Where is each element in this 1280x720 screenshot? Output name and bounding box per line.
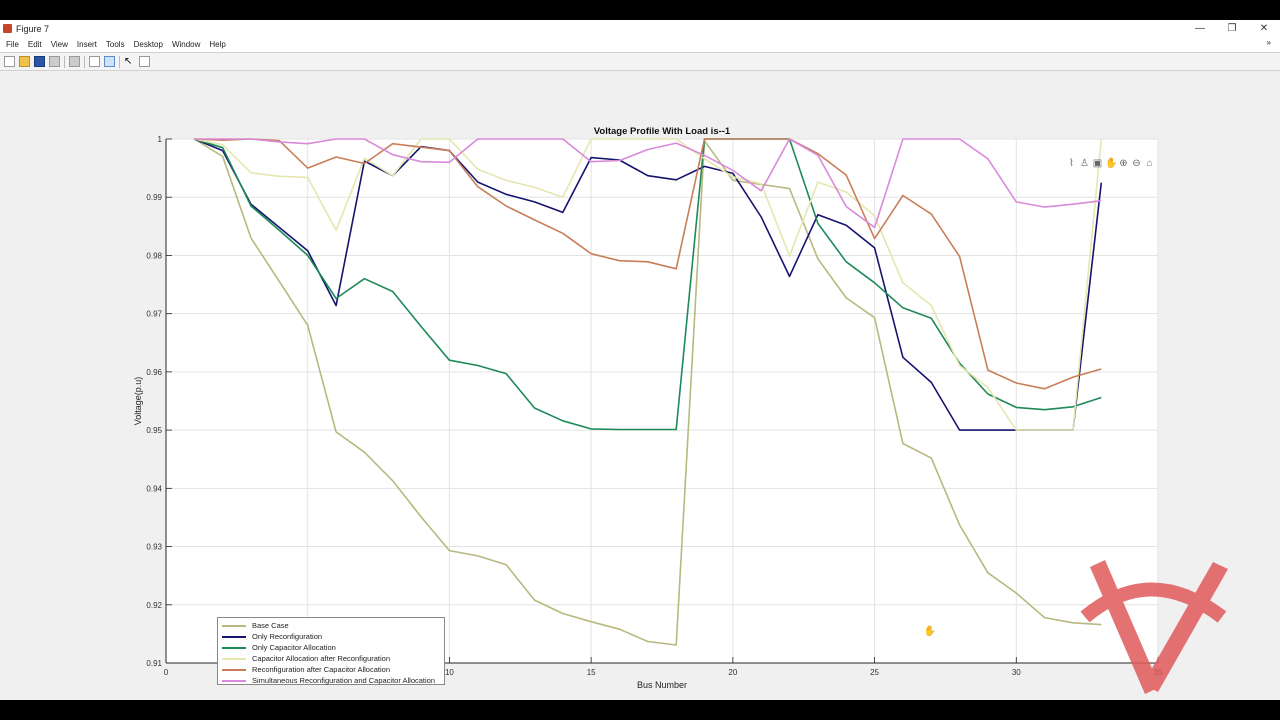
home-icon[interactable]: ⌂ [1146, 158, 1153, 169]
title-bar: Figure 7 — ❐ ✕ [0, 20, 1280, 37]
pan-icon[interactable]: ✋ [1105, 158, 1118, 169]
x-axis-label: Bus Number [637, 680, 687, 690]
figure-toolbar: ↖ [0, 53, 1280, 71]
y-tick-label: 0.93 [146, 543, 162, 552]
matlab-figure-icon [3, 24, 12, 33]
close-button[interactable]: ✕ [1259, 23, 1269, 34]
legend-item[interactable]: Only Capacitor Allocation [218, 642, 444, 653]
legend-label: Capacitor Allocation after Reconfigurati… [252, 654, 390, 663]
legend-swatch [222, 635, 246, 638]
series-line [194, 138, 1102, 390]
figure-window: Figure 7 — ❐ ✕ File Edit View Insert Too… [0, 20, 1280, 700]
legend-swatch [222, 646, 246, 649]
series-line [194, 138, 1103, 431]
menu-insert[interactable]: Insert [76, 40, 97, 49]
window-controls: — ❐ ✕ [1184, 20, 1280, 37]
maximize-button[interactable]: ❐ [1227, 23, 1237, 34]
edit-plot-arrow-icon[interactable]: ↖ [124, 56, 133, 67]
show-plot-tools-icon[interactable] [104, 56, 115, 67]
series-line [194, 138, 1102, 229]
print-icon[interactable] [49, 56, 60, 67]
menu-expand-icon[interactable]: » [1266, 38, 1271, 47]
minimize-button[interactable]: — [1195, 23, 1205, 34]
series-line [193, 138, 1103, 431]
watermark-shape [1080, 582, 1227, 623]
window-title: Figure 7 [16, 23, 50, 34]
zoom-out-icon[interactable]: ⊖ [1132, 158, 1141, 169]
y-tick-label: 0.95 [146, 426, 162, 435]
legend-item[interactable]: Only Reconfiguration [218, 631, 444, 642]
open-file-icon[interactable] [19, 56, 30, 67]
y-tick-label: 0.92 [146, 601, 162, 610]
legend-label: Only Reconfiguration [252, 632, 323, 641]
legend-label: Simultaneous Reconfiguration and Capacit… [252, 676, 436, 685]
legend-item[interactable]: Simultaneous Reconfiguration and Capacit… [218, 675, 444, 686]
y-tick-label: 0.94 [146, 484, 162, 493]
voltage-profile-chart: 051015202530350.910.920.930.940.950.960.… [133, 126, 1228, 694]
x-tick-label: 0 [164, 668, 169, 677]
menu-bar: File Edit View Insert Tools Desktop Wind… [0, 37, 1280, 53]
toolbar-separator [84, 55, 85, 68]
menu-file[interactable]: File [6, 40, 19, 49]
legend-label: Base Case [252, 621, 289, 630]
legend-item[interactable]: Base Case [218, 620, 444, 631]
y-tick-label: 0.91 [146, 659, 162, 668]
menu-view[interactable]: View [50, 40, 68, 49]
series-line [193, 138, 1102, 646]
chart-title: Voltage Profile With Load is--1 [594, 126, 731, 137]
x-tick-label: 10 [445, 668, 454, 677]
hide-plot-tools-icon[interactable] [89, 56, 100, 67]
y-tick-label: 0.97 [146, 310, 162, 319]
x-tick-label: 15 [587, 668, 596, 677]
axes-toolbar: ⌇ ♙ ▣ ✋ ⊕ ⊖ ⌂ [1066, 158, 1155, 169]
plot-area [166, 139, 1158, 663]
watermark-shape [1143, 562, 1228, 692]
menu-desktop[interactable]: Desktop [133, 40, 163, 49]
legend-label: Reconfiguration after Capacitor Allocati… [252, 665, 390, 674]
chart-legend[interactable]: Base Case Only Reconfiguration Only Capa… [217, 617, 445, 685]
y-tick-label: 0.99 [146, 193, 162, 202]
brush-icon[interactable]: ⌇ [1069, 158, 1074, 169]
y-tick-label: 0.98 [146, 251, 162, 260]
menu-edit[interactable]: Edit [27, 40, 42, 49]
figure-canvas: 051015202530350.910.920.930.940.950.960.… [0, 72, 1280, 700]
y-tick-label: 0.96 [146, 368, 162, 377]
legend-swatch [222, 657, 246, 660]
watermark-logo [1080, 560, 1228, 694]
menu-help[interactable]: Help [209, 40, 226, 49]
toolbar-separator [64, 55, 65, 68]
legend-item[interactable]: Reconfiguration after Capacitor Allocati… [218, 664, 444, 675]
series-line [194, 138, 1102, 431]
data-tips-icon[interactable]: ♙ [1080, 158, 1089, 169]
legend-swatch [222, 679, 246, 682]
legend-swatch [222, 624, 246, 627]
menu-window[interactable]: Window [171, 40, 201, 49]
x-tick-label: 30 [1012, 668, 1021, 677]
y-tick-label: 1 [158, 135, 163, 144]
zoom-in-icon[interactable]: ⊕ [1119, 158, 1128, 169]
save-icon[interactable] [34, 56, 45, 67]
pan-cursor-icon: ✋ [924, 624, 936, 637]
property-inspector-icon[interactable] [139, 56, 150, 67]
new-figure-icon[interactable] [4, 56, 15, 67]
link-plot-icon[interactable] [69, 56, 80, 67]
legend-item[interactable]: Capacitor Allocation after Reconfigurati… [218, 653, 444, 664]
toolbar-separator [119, 55, 120, 68]
legend-swatch [222, 668, 246, 671]
legend-label: Only Capacitor Allocation [252, 643, 336, 652]
x-tick-label: 25 [870, 668, 879, 677]
menu-tools[interactable]: Tools [105, 40, 125, 49]
y-axis-label: Voltage(p.u) [133, 377, 143, 426]
export-icon[interactable]: ▣ [1092, 158, 1103, 169]
x-tick-label: 20 [728, 668, 737, 677]
